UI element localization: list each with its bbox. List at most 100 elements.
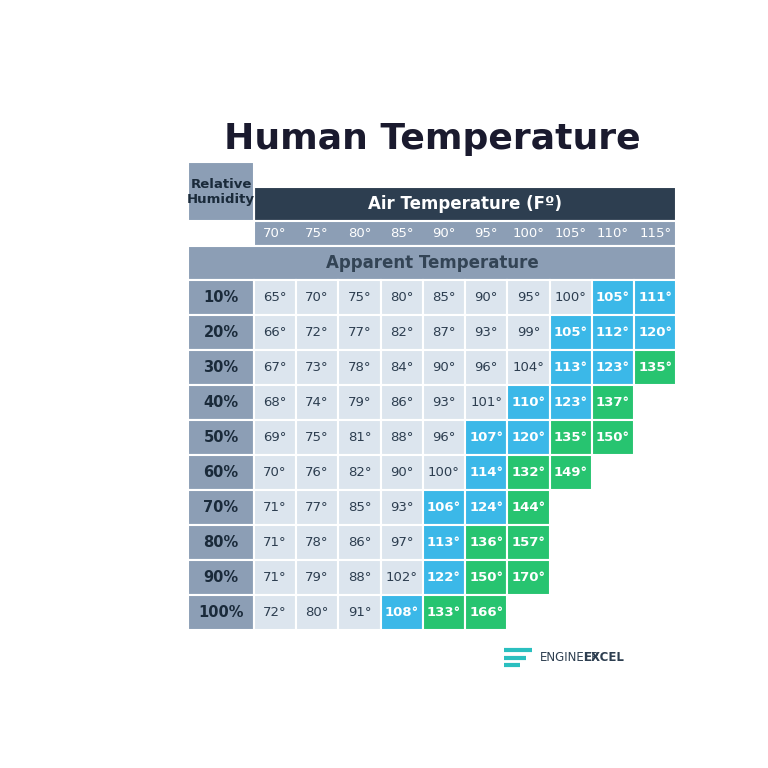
Text: 135°: 135° [554, 432, 588, 444]
Text: 120°: 120° [638, 326, 672, 339]
Text: 93°: 93° [390, 502, 413, 515]
Text: Relative
Humidity: Relative Humidity [187, 177, 255, 206]
Text: 82°: 82° [348, 466, 371, 479]
FancyBboxPatch shape [188, 595, 253, 631]
FancyBboxPatch shape [550, 490, 592, 525]
Text: 105°: 105° [554, 326, 588, 339]
FancyBboxPatch shape [465, 420, 508, 455]
FancyBboxPatch shape [253, 280, 296, 315]
Text: 99°: 99° [517, 326, 540, 339]
FancyBboxPatch shape [508, 350, 550, 386]
Text: 150°: 150° [596, 432, 630, 444]
FancyBboxPatch shape [465, 525, 508, 561]
Text: 137°: 137° [596, 396, 630, 409]
FancyBboxPatch shape [188, 420, 253, 455]
FancyBboxPatch shape [296, 350, 338, 386]
Text: 71°: 71° [263, 502, 286, 515]
FancyBboxPatch shape [338, 490, 380, 525]
FancyBboxPatch shape [253, 386, 296, 420]
FancyBboxPatch shape [188, 162, 253, 221]
FancyBboxPatch shape [422, 350, 465, 386]
Text: 72°: 72° [306, 326, 329, 339]
Text: 133°: 133° [427, 606, 461, 619]
FancyBboxPatch shape [508, 315, 550, 350]
FancyBboxPatch shape [338, 561, 380, 595]
Text: 104°: 104° [512, 361, 545, 374]
FancyBboxPatch shape [296, 595, 338, 631]
FancyBboxPatch shape [253, 221, 677, 246]
Text: 149°: 149° [554, 466, 588, 479]
Text: 132°: 132° [511, 466, 545, 479]
FancyBboxPatch shape [296, 280, 338, 315]
FancyBboxPatch shape [592, 350, 634, 386]
FancyBboxPatch shape [253, 420, 296, 455]
FancyBboxPatch shape [253, 455, 296, 490]
Text: 72°: 72° [263, 606, 286, 619]
Text: 93°: 93° [432, 396, 455, 409]
Text: 69°: 69° [263, 432, 286, 444]
Text: 96°: 96° [432, 432, 455, 444]
FancyBboxPatch shape [508, 280, 550, 315]
Text: 91°: 91° [348, 606, 371, 619]
Text: 122°: 122° [427, 571, 461, 584]
Text: 90°: 90° [432, 227, 455, 240]
FancyBboxPatch shape [592, 386, 634, 420]
FancyBboxPatch shape [508, 561, 550, 595]
FancyBboxPatch shape [550, 350, 592, 386]
FancyBboxPatch shape [592, 595, 634, 631]
Text: 90%: 90% [204, 571, 239, 585]
Text: 70°: 70° [263, 466, 286, 479]
FancyBboxPatch shape [422, 455, 465, 490]
FancyBboxPatch shape [550, 280, 592, 315]
FancyBboxPatch shape [422, 525, 465, 561]
Text: 95°: 95° [475, 227, 498, 240]
Text: 20%: 20% [204, 325, 239, 340]
FancyBboxPatch shape [253, 315, 296, 350]
FancyBboxPatch shape [188, 350, 253, 386]
FancyBboxPatch shape [188, 525, 253, 561]
FancyBboxPatch shape [422, 420, 465, 455]
FancyBboxPatch shape [634, 595, 677, 631]
Text: 107°: 107° [469, 432, 503, 444]
Text: 76°: 76° [306, 466, 329, 479]
FancyBboxPatch shape [188, 561, 253, 595]
FancyBboxPatch shape [188, 490, 253, 525]
Text: 157°: 157° [511, 536, 545, 549]
FancyBboxPatch shape [253, 561, 296, 595]
Text: 101°: 101° [470, 396, 502, 409]
FancyBboxPatch shape [338, 420, 380, 455]
Text: 97°: 97° [390, 536, 413, 549]
Text: 80%: 80% [204, 535, 239, 551]
FancyBboxPatch shape [465, 315, 508, 350]
Text: ENGINEER: ENGINEER [539, 651, 600, 664]
Text: 123°: 123° [554, 396, 588, 409]
Text: 67°: 67° [263, 361, 286, 374]
Text: 30%: 30% [204, 360, 239, 376]
FancyBboxPatch shape [508, 455, 550, 490]
Text: 73°: 73° [306, 361, 329, 374]
Text: 79°: 79° [348, 396, 371, 409]
FancyBboxPatch shape [338, 386, 380, 420]
FancyBboxPatch shape [338, 595, 380, 631]
Text: 90°: 90° [475, 291, 498, 304]
FancyBboxPatch shape [296, 490, 338, 525]
Text: 77°: 77° [306, 502, 329, 515]
Text: 95°: 95° [517, 291, 540, 304]
FancyBboxPatch shape [296, 525, 338, 561]
Text: 88°: 88° [390, 432, 413, 444]
FancyBboxPatch shape [634, 490, 677, 525]
Text: 120°: 120° [511, 432, 545, 444]
Text: 85°: 85° [348, 502, 371, 515]
FancyBboxPatch shape [592, 561, 634, 595]
FancyBboxPatch shape [634, 315, 677, 350]
FancyBboxPatch shape [634, 561, 677, 595]
Text: 86°: 86° [348, 536, 371, 549]
Text: 10%: 10% [204, 290, 239, 305]
Text: 70°: 70° [306, 291, 329, 304]
Text: 75°: 75° [306, 227, 329, 240]
Text: 85°: 85° [432, 291, 455, 304]
Text: 144°: 144° [511, 502, 545, 515]
Text: 86°: 86° [390, 396, 413, 409]
Text: 166°: 166° [469, 606, 503, 619]
FancyBboxPatch shape [592, 280, 634, 315]
